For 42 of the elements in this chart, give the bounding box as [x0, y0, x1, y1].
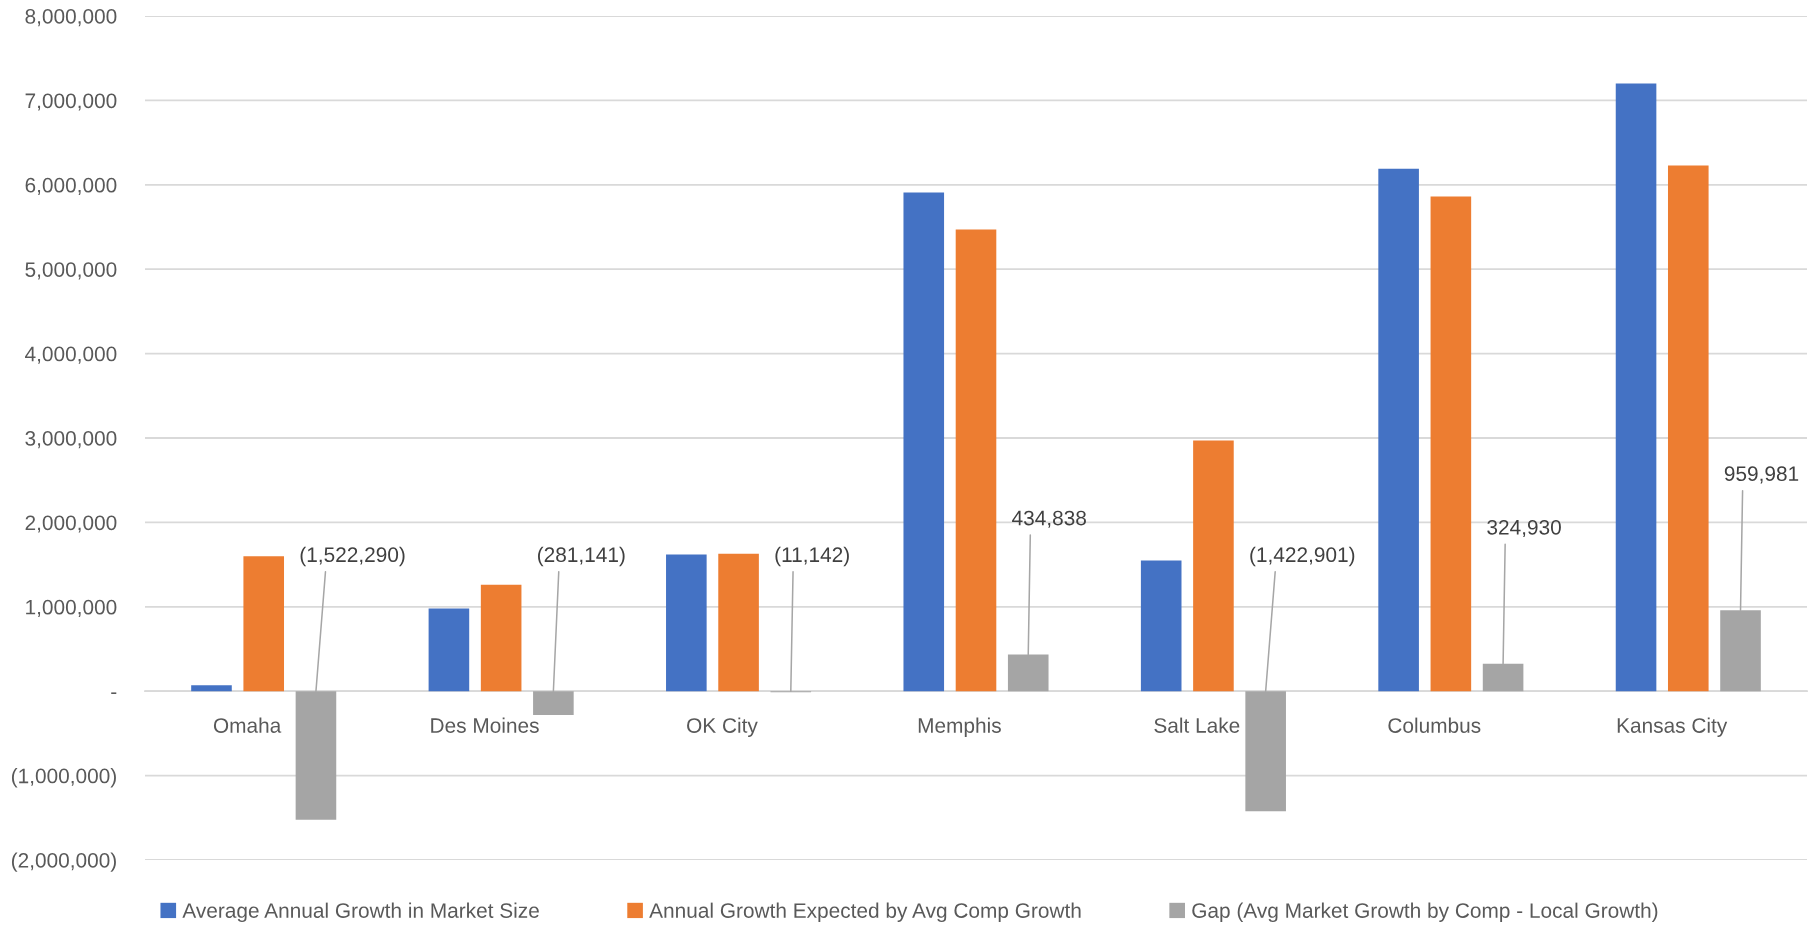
y-tick-label: 4,000,000 — [25, 346, 117, 364]
y-tick-label: (1,000,000) — [11, 768, 116, 788]
y-tick-label: 7,000,000 — [25, 93, 117, 111]
data-label: (281,141) — [538, 546, 625, 567]
bar — [1378, 168, 1419, 692]
legend-label: Gap (Avg Market Growth by Comp - Local Growth) — [1192, 902, 1658, 923]
y-tick-label: 8,000,000 — [25, 9, 117, 27]
bar — [1430, 196, 1472, 692]
bar — [243, 556, 285, 692]
bar — [955, 229, 997, 692]
x-tick-label: Kansas City — [1617, 717, 1728, 738]
data-label: 434,838 — [1012, 510, 1086, 528]
x-tick-label: OK City — [687, 717, 758, 738]
data-label: (1,422,901) — [1250, 546, 1355, 567]
x-tick-label: Omaha — [213, 717, 282, 733]
y-tick-label: 3,000,000 — [25, 431, 117, 449]
y-tick-label: 1,000,000 — [26, 599, 117, 618]
y-tick-label: (2,000,000) — [11, 852, 116, 872]
bar — [1140, 560, 1182, 692]
bar — [1667, 165, 1709, 692]
bar — [1615, 83, 1657, 692]
x-tick-label: Des Moines — [431, 717, 539, 733]
legend-label: Annual Growth Expected by Avg Comp Growth — [649, 902, 1081, 923]
data-label: 324,930 — [1487, 519, 1561, 538]
bar — [718, 553, 759, 692]
data-label: (1,522,290) — [300, 546, 405, 567]
bar — [1193, 440, 1234, 692]
y-tick-label: - — [111, 692, 117, 695]
y-tick-label: 5,000,000 — [25, 262, 117, 280]
legend-label: Average Annual Growth in Market Size — [182, 902, 539, 923]
y-tick-label: 6,000,000 — [25, 177, 117, 196]
bar — [666, 554, 707, 692]
x-tick-label: Salt Lake — [1154, 717, 1240, 733]
bar — [191, 685, 232, 692]
x-tick-label: Memphis — [918, 717, 1001, 738]
bar — [480, 584, 522, 692]
bar — [428, 608, 470, 692]
x-tick-label: Columbus — [1388, 717, 1481, 733]
data-label: 959,981 — [1724, 466, 1799, 484]
data-label: (11,142) — [775, 546, 849, 567]
bar — [903, 192, 945, 692]
y-tick-label: 2,000,000 — [25, 515, 117, 533]
